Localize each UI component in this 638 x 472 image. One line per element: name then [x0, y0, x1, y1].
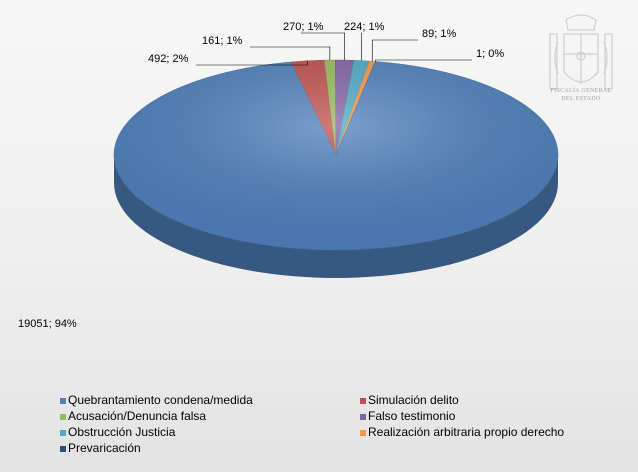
legend-swatch: [60, 429, 66, 436]
pie-slice-side: [114, 155, 558, 278]
legend-label: Obstrucción Justicia: [68, 425, 176, 439]
legend-label: Quebrantamiento condena/medida: [68, 393, 253, 407]
data-label-2: 161; 1%: [202, 35, 243, 47]
legend-label: Acusación/Denuncia falsa: [68, 409, 207, 423]
legend-label: Falso testimonio: [368, 409, 456, 423]
legend-label: Simulación delito: [368, 393, 459, 407]
data-label-0: 19051; 94%: [18, 318, 77, 330]
leader-line-5: [371, 39, 418, 62]
watermark-line2: DEL ESTADO: [561, 96, 601, 102]
legend-swatch: [60, 445, 66, 452]
data-label-4: 224; 1%: [344, 21, 385, 33]
legend-label: Realización arbitraria propio derecho: [368, 425, 565, 439]
legend-item-0: Quebrantamiento condena/medida: [60, 393, 253, 408]
coat-of-arms-icon: [549, 14, 613, 90]
data-label-6: 1; 0%: [476, 48, 505, 60]
leader-line-1: [196, 60, 308, 66]
legend-swatch: [360, 429, 366, 436]
leader-line-6: [374, 59, 472, 62]
legend-item-4: Obstrucción Justicia: [60, 425, 175, 440]
legend-item-2: Acusación/Denuncia falsa: [60, 409, 206, 424]
data-label-5: 89; 1%: [422, 28, 457, 40]
leader-line-3: [301, 32, 345, 61]
legend-item-1: Simulación delito: [360, 393, 459, 408]
legend-label: Prevaricación: [68, 441, 141, 455]
pie-gloss: [114, 60, 558, 250]
watermark-line1: FISCALÍA GENERAL: [550, 88, 612, 94]
legend-item-3: Falso testimonio: [360, 409, 455, 424]
leader-line-2: [250, 46, 331, 61]
data-label-3: 270; 1%: [283, 21, 324, 33]
legend-item-6: Prevaricación: [60, 441, 141, 456]
legend-swatch: [60, 397, 66, 404]
legend-swatch: [60, 413, 66, 420]
legend-swatch: [360, 413, 366, 420]
legend-item-5: Realización arbitraria propio derecho: [360, 425, 564, 440]
legend-swatch: [360, 397, 366, 404]
data-label-1: 492; 2%: [148, 53, 189, 65]
